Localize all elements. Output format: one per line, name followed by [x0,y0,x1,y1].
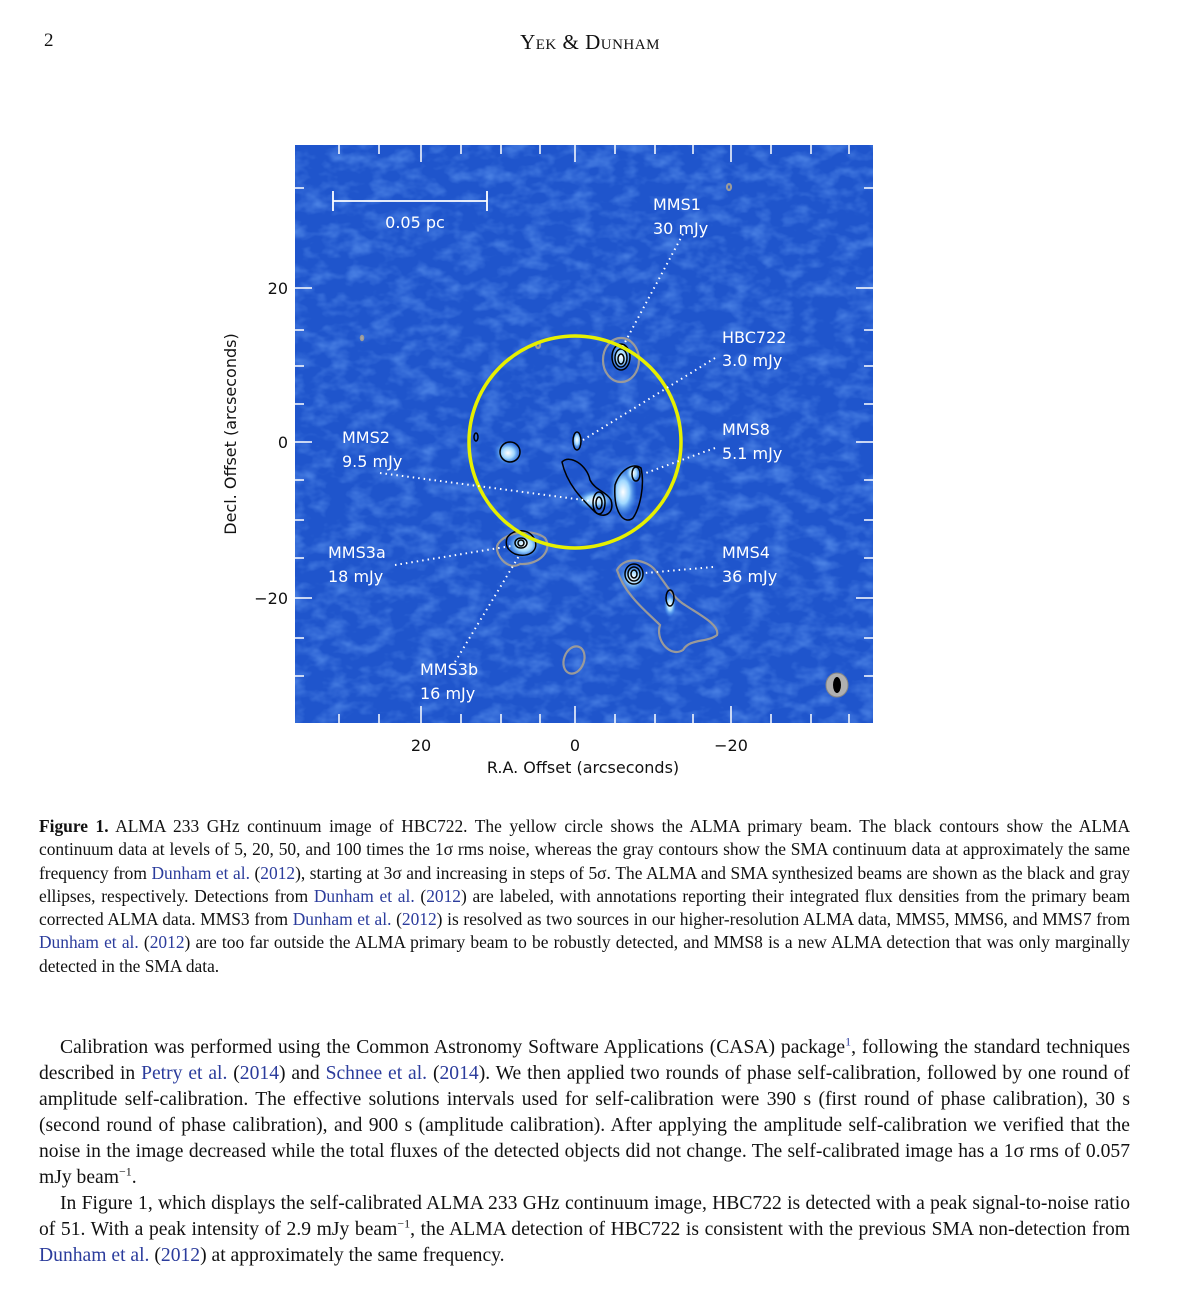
body-text-run: Calibration was performed using the Comm… [60,1037,846,1058]
source-name: MMS1 [653,195,701,214]
figure-caption: Figure 1. ALMA 233 GHz continuum image o… [39,816,1131,976]
source-flux: 36 mJy [722,567,777,586]
scale-bar [332,191,488,211]
source-flux: 30 mJy [653,219,708,238]
exponent: −1 [397,1216,411,1231]
source-name: MMS3a [328,543,386,562]
caption-text: ) are labeled, with annotations reportin… [39,885,1130,930]
exponent: −1 [119,1164,132,1179]
synthesized-beams [825,672,849,698]
paragraph: Calibration was performed using the Comm… [39,1034,1130,1188]
source-flux: 9.5 mJy [342,452,402,471]
axis-tick-labels: 20 0 −20 20 0 −20 [254,279,748,755]
y-tick-label: 0 [278,433,288,452]
body-text-run: ) and [278,1063,326,1084]
citation-year-link[interactable]: 2012 [426,885,461,906]
caption-text: ) is resolved as two sources in our high… [436,909,1130,930]
source-flux: 3.0 mJy [722,351,782,370]
citation-year-link[interactable]: 2012 [260,862,296,883]
citation-link[interactable]: Schnee et al. [325,1063,428,1084]
source-name: MMS3b [420,660,478,679]
citation-link[interactable]: Dunham et al. [292,909,392,930]
page-number: 2 [44,30,54,51]
figure-1: 0.05 pc [215,140,895,790]
citation-link[interactable]: Dunham et al. [151,862,250,883]
citation-year-link[interactable]: 2014 [239,1063,279,1084]
caption-label: Figure 1. [39,816,109,836]
source-name: MMS2 [342,428,390,447]
x-tick-label: 20 [411,736,431,755]
body-text-run: ). We then applied two rounds of phase s… [39,1063,1130,1188]
caption-text: ALMA 233 GHz continuum image of HBC722. … [39,816,1131,883]
alma-contours [359,334,675,607]
citation-year-link[interactable]: 2014 [439,1063,479,1084]
x-axis-label: R.A. Offset (arcseconds) [487,758,679,777]
citation-year-link[interactable]: 2012 [160,1245,201,1266]
x-tick-label: −20 [714,736,748,755]
source-flux: 18 mJy [328,567,383,586]
annotation-leaders [379,233,716,663]
scale-bar-label: 0.05 pc [385,213,445,232]
paragraph: In Figure 1, which displays the self-cal… [39,1193,1130,1266]
source-flux: 16 mJy [420,684,475,703]
inner-ticks [295,145,873,723]
source-name: MMS4 [722,543,770,562]
y-tick-label: 20 [268,279,288,298]
continuum-image [295,145,873,723]
citation-year-link[interactable]: 2012 [401,909,437,930]
body-text-run: , the ALMA detection of HBC722 is consis… [410,1219,1130,1240]
caption-text: ) are too far outside the ALMA primary b… [39,932,1131,976]
running-head: Yek & Dunham [520,30,660,54]
source-name: MMS8 [722,420,770,439]
citation-link[interactable]: Dunham et al. [39,932,139,953]
body-text: Calibration was performed using the Comm… [39,1035,1130,1269]
citation-link[interactable]: Dunham et al. [39,1245,150,1266]
footnote-link[interactable]: 1 [845,1034,852,1049]
source-name: HBC722 [722,328,786,347]
citation-link[interactable]: Dunham et al. [313,885,415,906]
figure-1-image: 0.05 pc [221,145,873,777]
citation-link[interactable]: Petry et al. [141,1063,228,1084]
body-text-run: ) at approximately the same frequency. [200,1245,505,1266]
citation-year-link[interactable]: 2012 [149,932,185,953]
body-text-run: In Figure 1, which displays the self-cal… [39,1193,1130,1240]
source-labels: MMS1 30 mJy HBC722 3.0 mJy MMS8 5.1 mJy … [328,195,786,703]
body-text-run: . [131,1167,137,1188]
source-flux: 5.1 mJy [722,444,782,463]
primary-beam-circle [467,334,683,550]
body-text-run: , following the standard techniques desc… [39,1037,1130,1084]
y-axis-label: Decl. Offset (arcseconds) [221,333,240,534]
caption-text: ), starting at 3σ and increasing in step… [39,862,1130,906]
x-tick-label: 0 [570,736,580,755]
y-tick-label: −20 [254,589,288,608]
